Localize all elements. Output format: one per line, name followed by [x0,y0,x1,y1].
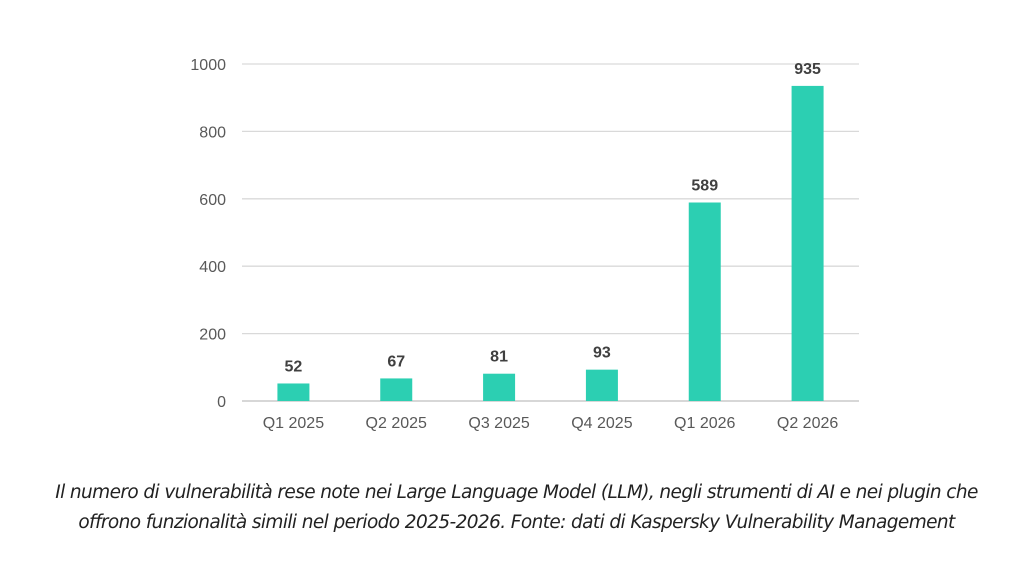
data-labels: 52 67 81 93 589 935 [285,61,822,376]
y-axis-tick-labels: 0 200 400 600 800 1000 [190,57,226,411]
x-tick-label: Q1 2025 [263,415,324,432]
chart-caption: Il numero di vulnerabilità rese note nei… [55,482,978,533]
bar [483,373,516,401]
bar [688,202,721,401]
data-label: 81 [490,349,508,366]
x-tick-label: Q4 2025 [571,415,632,432]
x-axis-tick-labels: Q1 2025 Q2 2025 Q3 2025 Q4 2025 Q1 2026 Q2 20… [263,415,839,432]
bars [277,85,824,401]
data-label: 52 [285,358,303,375]
bar [277,383,310,401]
bar [380,378,413,401]
bar [585,369,618,401]
x-tick-label: Q1 2026 [674,415,735,432]
y-tick-label: 200 [199,327,226,344]
x-tick-label: Q2 2025 [366,415,427,432]
grid-lines [242,63,859,402]
data-label: 67 [387,353,405,370]
y-tick-label: 0 [217,394,226,411]
y-tick-label: 1000 [190,57,226,74]
data-label: 93 [593,345,611,362]
x-tick-label: Q2 2026 [777,415,838,432]
data-label: 935 [794,61,821,78]
x-tick-label: Q3 2025 [468,415,529,432]
y-tick-label: 400 [199,259,226,276]
bar [791,85,824,401]
y-tick-label: 600 [199,192,226,209]
data-label: 589 [691,178,718,195]
bar-chart: 0 200 400 600 800 1000 52 67 81 93 589 935 Q1 2025… [190,57,859,432]
y-tick-label: 800 [199,124,226,141]
